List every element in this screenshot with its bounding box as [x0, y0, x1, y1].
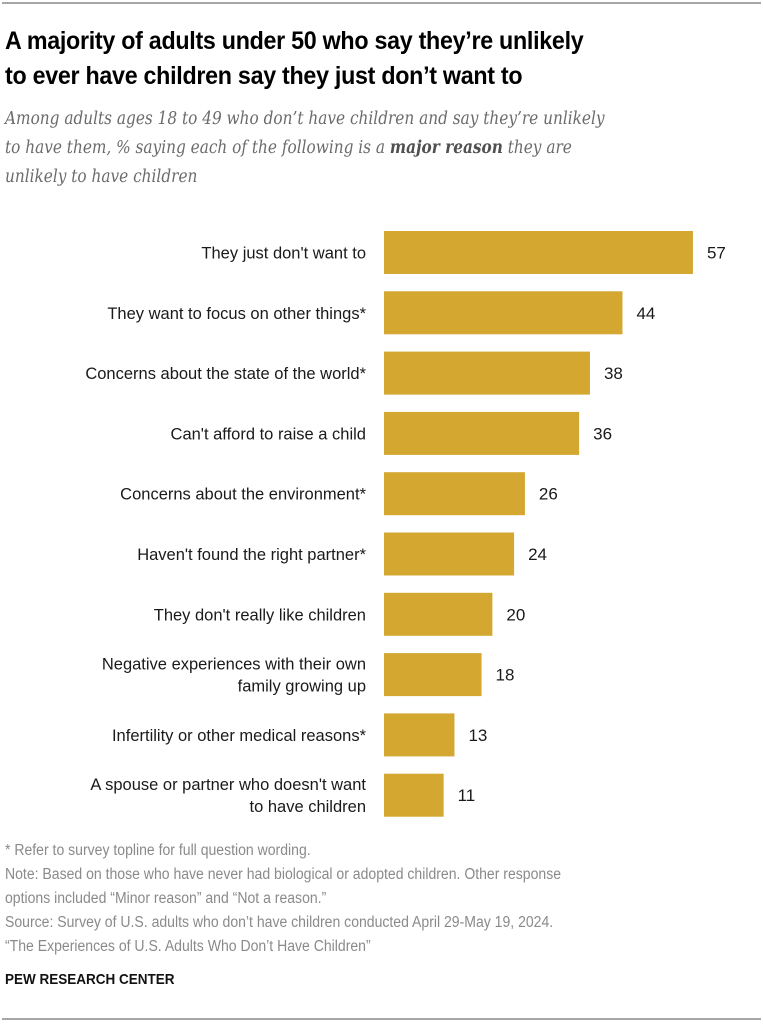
chart-subtitle: Among adults ages 18 to 49 who don’t hav… [5, 105, 696, 192]
subtitle-line-2: to have them, % saying each of the follo… [5, 134, 696, 163]
note-line-1: Note: Based on those who have never had … [5, 866, 562, 883]
data-label: 20 [506, 605, 525, 624]
category-label: Infertility or other medical reasons* [112, 727, 367, 745]
data-label: 18 [496, 666, 515, 685]
subtitle-line-2-pre: to have them, % saying each of the follo… [5, 138, 390, 158]
subtitle-line-3: unlikely to have children [5, 167, 198, 187]
data-label: 57 [707, 244, 726, 263]
subtitle-line-1: Among adults ages 18 to 49 who don’t hav… [5, 109, 605, 129]
report-title: “The Experiences of U.S. Adults Who Don’… [5, 938, 371, 955]
top-rule [2, 2, 761, 4]
category-label: They just don't want to [201, 245, 366, 263]
category-label: family growing up [238, 678, 366, 696]
bar [384, 351, 590, 395]
category-label: They want to focus on other things* [107, 305, 366, 323]
category-label: Can't afford to raise a child [171, 425, 366, 443]
data-label: 13 [468, 726, 487, 745]
data-label: 38 [604, 364, 623, 383]
bar [384, 472, 525, 516]
note-asterisk: * Refer to survey topline for full quest… [5, 842, 311, 859]
source-line: Source: Survey of U.S. adults who don’t … [5, 914, 554, 931]
bar [384, 592, 493, 636]
bar [384, 653, 482, 697]
bar [384, 291, 623, 335]
category-label: Haven't found the right partner* [137, 546, 366, 564]
data-label: 11 [458, 786, 476, 805]
chart-notes: * Refer to survey topline for full quest… [5, 839, 729, 959]
bar [384, 773, 444, 817]
bar [384, 532, 515, 576]
data-label: 44 [636, 304, 655, 323]
category-label: to have children [250, 798, 367, 816]
bar [384, 411, 580, 455]
category-label: Concerns about the state of the world* [85, 365, 366, 383]
bar-chart: 57 They just don't want to 44 They want to … [85, 231, 726, 817]
bar [384, 713, 455, 757]
bar [384, 231, 693, 274]
note-line-2: options included “Minor reason” and “Not… [5, 890, 327, 907]
category-label: Concerns about the environment* [120, 486, 366, 504]
subtitle-line-2-post: they are [502, 138, 572, 158]
category-label: A spouse or partner who doesn't want [90, 776, 366, 794]
bottom-rule [2, 1018, 761, 1020]
data-label: 26 [539, 485, 558, 504]
pew-logo-text: PEW RESEARCH CENTER [5, 971, 175, 988]
chart-title: A majority of adults under 50 who say th… [5, 24, 703, 94]
category-label: They don't really like children [154, 606, 366, 624]
data-label: 24 [528, 545, 547, 564]
title-line-2: to ever have children say they just don’… [5, 62, 523, 90]
subtitle-emphasis: major reason [389, 138, 503, 158]
data-label: 36 [593, 424, 612, 443]
category-label: Negative experiences with their own [102, 656, 366, 674]
title-line-1: A majority of adults under 50 who say th… [5, 27, 584, 55]
